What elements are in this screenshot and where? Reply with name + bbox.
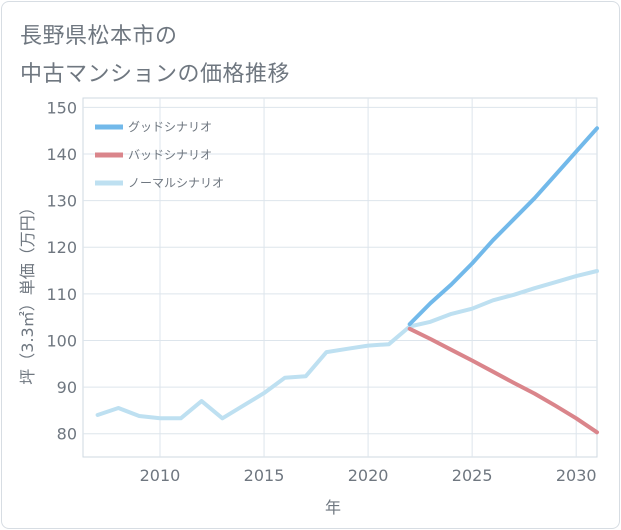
series-line-3	[95, 269, 599, 421]
x-tick-label: 2010	[140, 466, 181, 485]
y-tick-label: 90	[57, 378, 77, 397]
grid	[82, 97, 598, 458]
chart-title-line-1: 長野県松本市の	[20, 24, 178, 49]
x-tick-label: 2015	[244, 466, 285, 485]
series-line-1	[407, 126, 599, 327]
plot-frame	[82, 97, 598, 458]
series-line-2	[407, 326, 599, 435]
y-tick-label: 140	[46, 145, 77, 164]
legend-label: バッドシナリオ	[128, 148, 212, 162]
x-tick-label: 2030	[556, 466, 597, 485]
y-axis-title: 坪（3.3㎡）単価（万円）	[18, 199, 37, 384]
chart-title-line-2: 中古マンションの価格推移	[20, 62, 291, 87]
x-tick-label: 2020	[348, 466, 389, 485]
series-lines	[95, 126, 599, 435]
legend-label: グッドシナリオ	[128, 120, 212, 134]
x-tick-label: 2025	[452, 466, 493, 485]
y-tick-label: 80	[57, 425, 77, 444]
y-tick-label: 110	[46, 285, 77, 304]
y-tick-label: 120	[46, 238, 77, 257]
legend-label: ノーマルシナリオ	[128, 176, 224, 190]
y-tick-label: 130	[46, 192, 77, 211]
x-axis-title: 年	[325, 498, 341, 517]
y-tick-label: 150	[46, 98, 77, 117]
y-tick-label: 100	[46, 331, 77, 350]
axes: 80 90 100 110 120 130 140 150 2010 2015 2020 2025 20…	[46, 98, 596, 485]
